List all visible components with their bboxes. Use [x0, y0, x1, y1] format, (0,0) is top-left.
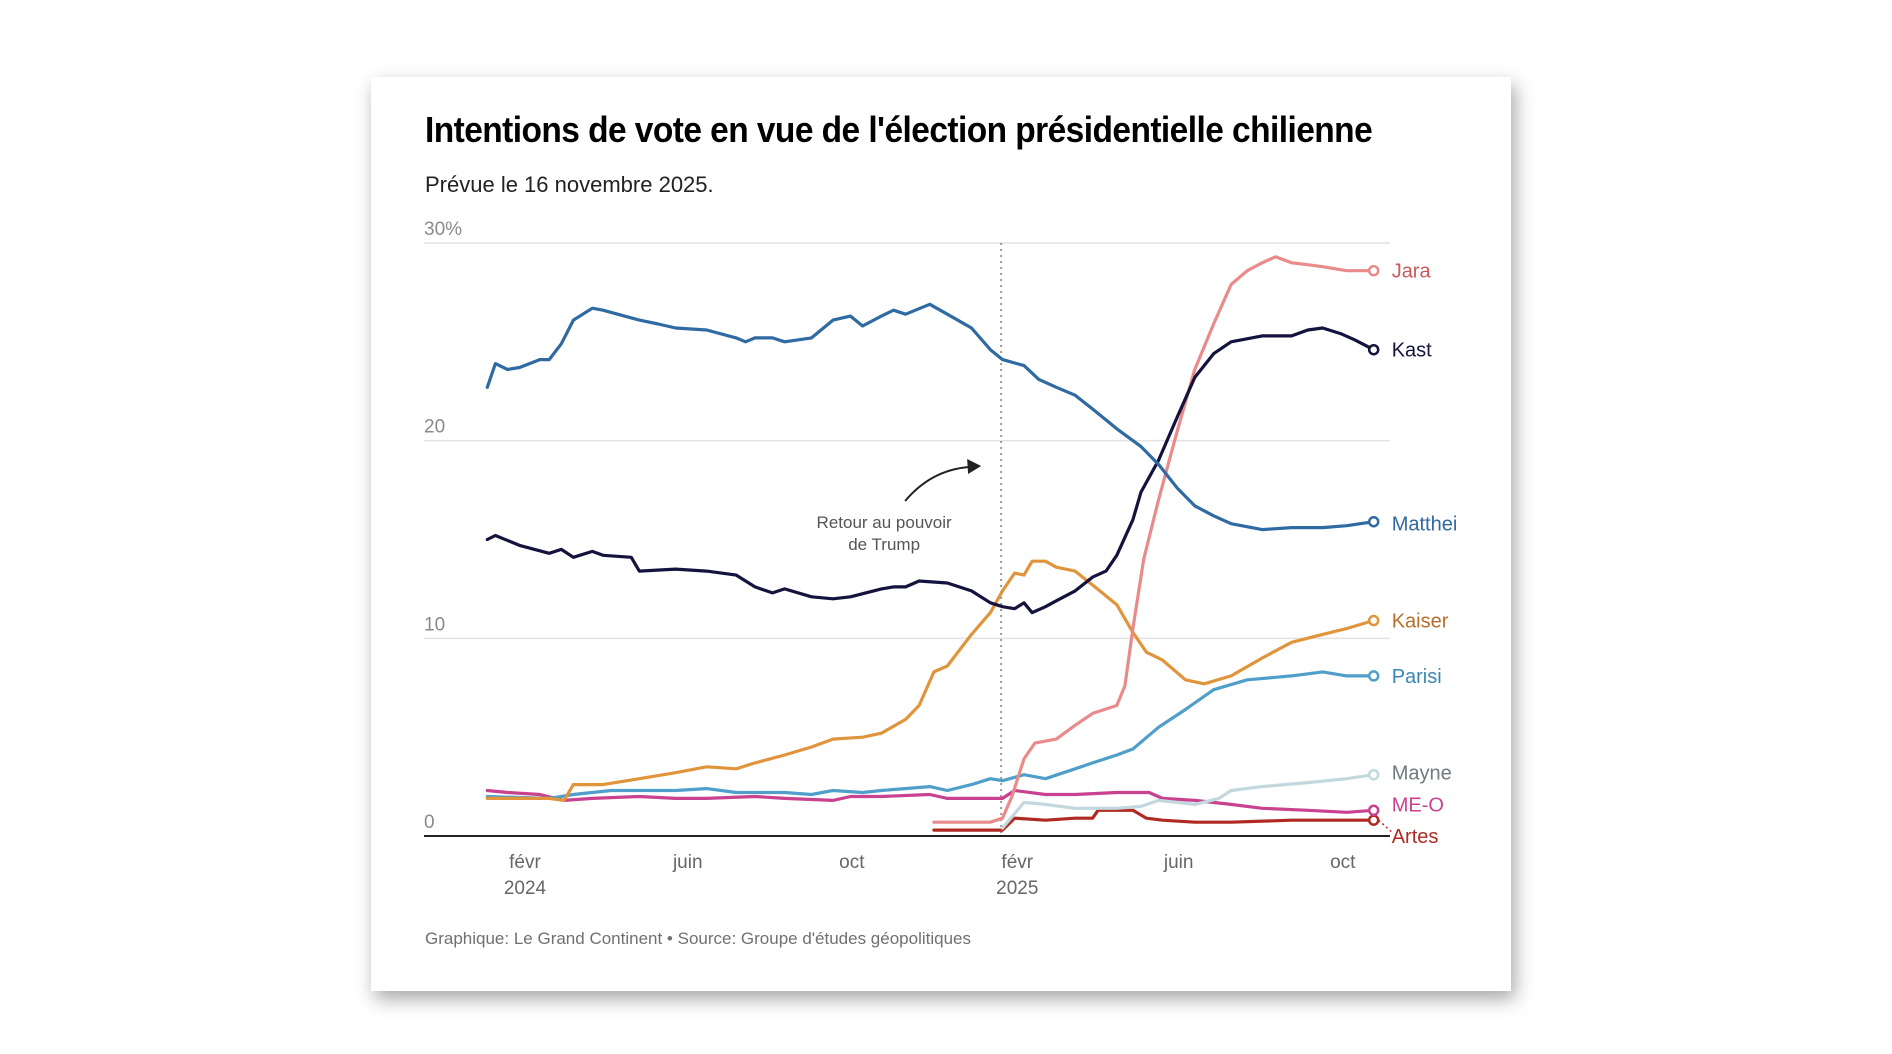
series-label-mayne: Mayne [1392, 763, 1452, 785]
y-tick-label: 0 [424, 812, 435, 833]
series-end-marker-me-o [1367, 804, 1380, 817]
series-label-artes: Artes [1392, 826, 1439, 848]
y-axis-ticks: 0 10 20 30% [424, 219, 462, 833]
series-labels: Jara Kast Matthei Kaiser Parisi Mayne ME-O Arte… [1378, 261, 1458, 848]
x-tick-year-label: 2025 [996, 878, 1038, 899]
series-line-mayne [1000, 773, 1376, 830]
series-line-kast [485, 326, 1376, 615]
series-lines [485, 255, 1380, 832]
x-tick-label: oct [1330, 852, 1356, 873]
x-tick-year-label: 2024 [504, 878, 547, 899]
series-end-marker-parisi [1367, 670, 1380, 682]
series-line-parisi [485, 670, 1376, 800]
series-label-matthei: Matthei [1392, 514, 1458, 536]
annotation-text: Retour au pouvoir [817, 513, 952, 532]
series-label-me-o: ME-O [1392, 794, 1444, 816]
chart-source: Graphique: Le Grand Continent • Source: … [425, 929, 972, 948]
y-tick-label: 30% [424, 219, 462, 240]
x-tick-label: oct [839, 852, 865, 873]
y-tick-label: 20 [424, 417, 445, 438]
series-line-me-o [485, 788, 1376, 814]
series-label-parisi: Parisi [1392, 666, 1442, 688]
series-label-kaiser: Kaiser [1392, 611, 1449, 633]
trump-annotation: Retour au pouvoir de Trump [817, 243, 1003, 836]
series-line-artes [932, 808, 1376, 832]
x-tick-label: févr [1001, 852, 1033, 873]
series-end-marker-kast [1367, 343, 1380, 356]
x-tick-label: févr [509, 852, 541, 873]
series-line-jara [932, 255, 1376, 824]
gridlines [424, 242, 1390, 837]
label-leader-artes [1378, 819, 1393, 833]
y-tick-label: 10 [424, 614, 445, 635]
annotation-arrowhead-icon [967, 459, 982, 474]
series-line-kaiser [485, 559, 1376, 802]
annotation-text: de Trump [848, 535, 920, 554]
chart-title: Intentions de vote en vue de l'élection … [425, 109, 1373, 150]
x-axis-ticks: févr 2024 juin oct févr 2025 juin oct [504, 852, 1356, 899]
annotation-arrow-icon [904, 466, 970, 502]
series-end-marker-matthei [1367, 515, 1380, 528]
chart-card: Intentions de vote en vue de l'élection … [371, 77, 1511, 991]
chart-subtitle: Prévue le 16 novembre 2025. [425, 172, 714, 197]
x-tick-label: juin [672, 852, 703, 873]
series-end-marker-artes [1367, 814, 1380, 826]
series-line-matthei [485, 302, 1376, 532]
series-label-kast: Kast [1392, 340, 1432, 362]
series-end-marker-kaiser [1367, 614, 1380, 627]
series-end-marker-mayne [1367, 768, 1380, 781]
series-end-marker-jara [1367, 264, 1380, 277]
x-tick-label: juin [1163, 852, 1194, 873]
series-label-jara: Jara [1392, 261, 1432, 283]
